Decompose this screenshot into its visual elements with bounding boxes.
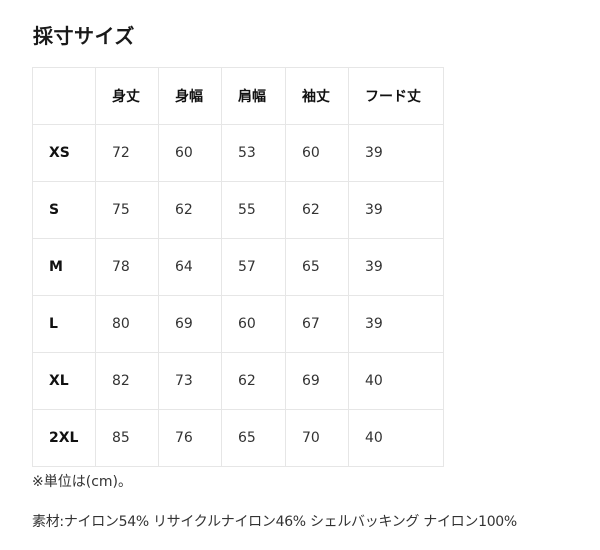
measurement-cell: 69: [158, 295, 222, 353]
measurement-cell: 82: [95, 352, 159, 410]
measurement-cell: 78: [95, 238, 159, 296]
size-label: XL: [32, 352, 96, 410]
table-row: S 75 62 55 62 39: [32, 181, 444, 239]
measurement-cell: 65: [221, 409, 286, 467]
measurement-cell: 76: [158, 409, 222, 467]
measurement-cell: 64: [158, 238, 222, 296]
measurement-cell: 62: [221, 352, 286, 410]
column-header: フード丈: [348, 67, 444, 125]
measurement-cell: 40: [348, 352, 444, 410]
table-row: M 78 64 57 65 39: [32, 238, 444, 296]
measurement-cell: 60: [158, 124, 222, 182]
column-header: 身丈: [95, 67, 159, 125]
measurement-cell: 72: [95, 124, 159, 182]
table-row: 2XL 85 76 65 70 40: [32, 409, 444, 467]
measurement-cell: 69: [285, 352, 349, 410]
measurement-cell: 53: [221, 124, 286, 182]
size-label: S: [32, 181, 96, 239]
column-header: 身幅: [158, 67, 222, 125]
measurement-cell: 39: [348, 295, 444, 353]
measurement-cell: 60: [285, 124, 349, 182]
size-label: L: [32, 295, 96, 353]
size-label: XS: [32, 124, 96, 182]
measurement-cell: 75: [95, 181, 159, 239]
measurement-cell: 39: [348, 181, 444, 239]
measurement-cell: 39: [348, 124, 444, 182]
measurement-cell: 60: [221, 295, 286, 353]
measurement-cell: 73: [158, 352, 222, 410]
page-title: 採寸サイズ: [33, 24, 135, 48]
measurement-cell: 55: [221, 181, 286, 239]
measurement-cell: 62: [285, 181, 349, 239]
measurement-cell: 57: [221, 238, 286, 296]
size-table: 身丈 身幅 肩幅 袖丈 フード丈 XS 72 60 53 60 39 S 75 62 55 62 39 M 78 6…: [32, 67, 444, 467]
measurement-cell: 67: [285, 295, 349, 353]
table-header-row: 身丈 身幅 肩幅 袖丈 フード丈: [32, 67, 444, 125]
material-text: 素材:ナイロン54% リサイクルナイロン46% シェルバッキング ナイロン100…: [32, 514, 517, 530]
size-label: 2XL: [32, 409, 96, 467]
table-row: XL 82 73 62 69 40: [32, 352, 444, 410]
unit-note: ※単位は(cm)。: [32, 474, 132, 490]
measurement-cell: 40: [348, 409, 444, 467]
measurement-cell: 80: [95, 295, 159, 353]
measurement-cell: 70: [285, 409, 349, 467]
column-header: 肩幅: [221, 67, 286, 125]
measurement-cell: 39: [348, 238, 444, 296]
corner-header: [32, 67, 96, 125]
table-row: L 80 69 60 67 39: [32, 295, 444, 353]
measurement-cell: 65: [285, 238, 349, 296]
measurement-cell: 62: [158, 181, 222, 239]
size-label: M: [32, 238, 96, 296]
table-row: XS 72 60 53 60 39: [32, 124, 444, 182]
column-header: 袖丈: [285, 67, 349, 125]
measurement-cell: 85: [95, 409, 159, 467]
